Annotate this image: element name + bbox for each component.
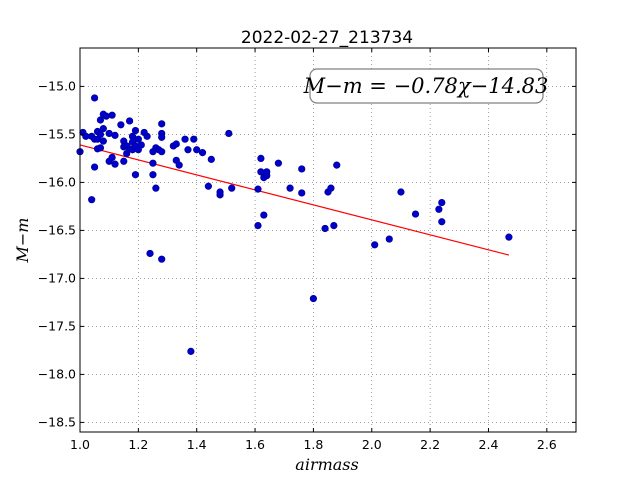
y-tick-label: −16.5 xyxy=(38,222,76,237)
x-tick-label: 1.0 xyxy=(70,437,90,452)
data-point xyxy=(172,140,180,148)
data-point xyxy=(330,222,338,230)
x-axis-label: airmass xyxy=(295,455,358,474)
fit-equation: M−m = −0.78χ−14.83 xyxy=(303,74,549,98)
data-point xyxy=(99,125,107,133)
fit-line-layer xyxy=(79,144,510,256)
data-point xyxy=(102,112,110,120)
data-point xyxy=(137,141,145,149)
data-point xyxy=(184,146,192,154)
data-point xyxy=(117,121,125,129)
data-point xyxy=(96,116,105,124)
data-point xyxy=(385,235,393,243)
data-point xyxy=(298,189,306,197)
data-point xyxy=(397,188,405,196)
data-point xyxy=(327,184,335,192)
plot-frame xyxy=(79,47,577,433)
data-point xyxy=(228,184,236,192)
y-tick-label: −15.5 xyxy=(38,126,76,141)
data-point xyxy=(321,224,329,233)
data-point xyxy=(134,135,142,143)
x-tick-label: 2.4 xyxy=(479,437,499,452)
data-point xyxy=(274,159,283,167)
y-tick-label: −16.0 xyxy=(38,174,76,189)
annotation-box xyxy=(309,68,544,104)
data-point xyxy=(175,161,183,169)
data-point xyxy=(254,222,262,230)
y-axis-label: M−m xyxy=(13,218,32,264)
x-tick-label: 1.4 xyxy=(187,437,207,452)
data-point xyxy=(198,149,207,157)
data-point xyxy=(298,165,306,173)
data-point xyxy=(257,154,265,162)
data-point xyxy=(88,196,96,204)
data-point xyxy=(158,133,166,141)
data-point xyxy=(260,211,268,219)
data-point xyxy=(207,155,215,163)
data-point xyxy=(371,241,379,249)
fit-line xyxy=(79,144,510,256)
data-point xyxy=(309,294,318,303)
data-point xyxy=(131,126,140,135)
data-point xyxy=(96,144,105,152)
data-point xyxy=(152,184,160,192)
data-point xyxy=(225,129,233,138)
x-tick-label: 2.2 xyxy=(420,437,440,452)
data-point xyxy=(263,168,271,176)
data-point xyxy=(286,184,294,192)
y-tick-label: −17.0 xyxy=(38,270,76,285)
data-point xyxy=(187,347,195,355)
data-point xyxy=(254,185,262,193)
chart-title: 2022-02-27_213734 xyxy=(241,28,413,48)
axis-ticks: 1.0 1.2 1.4 1.6 1.8 2.0 2.2 2.4 2.6 −15.0 −15.5 −16… xyxy=(38,48,576,452)
data-point xyxy=(158,120,166,128)
data-point xyxy=(333,161,341,169)
data-point xyxy=(158,255,166,263)
y-tick-label: −18.5 xyxy=(38,414,76,429)
data-point xyxy=(111,160,119,168)
data-point xyxy=(438,218,446,226)
data-point xyxy=(90,163,99,171)
data-point xyxy=(146,249,154,258)
data-point xyxy=(204,182,212,190)
data-point xyxy=(108,153,116,162)
grid xyxy=(79,48,576,432)
data-point xyxy=(190,135,198,143)
data-point xyxy=(505,233,513,241)
data-point xyxy=(193,146,201,154)
data-point xyxy=(96,130,105,138)
data-point xyxy=(108,111,116,119)
data-point xyxy=(435,205,443,213)
x-tick-label: 1.8 xyxy=(303,437,323,452)
data-point xyxy=(99,137,107,145)
data-point xyxy=(149,171,157,179)
fit-equation-box: M−m = −0.78χ−14.83 xyxy=(303,68,549,104)
x-tick-label: 1.6 xyxy=(245,437,265,452)
data-point xyxy=(126,117,134,125)
x-tick-label: 2.6 xyxy=(537,437,557,452)
data-point xyxy=(438,198,446,207)
data-point xyxy=(181,135,189,143)
x-tick-label: 2.0 xyxy=(362,437,382,452)
data-point xyxy=(131,171,140,179)
data-point xyxy=(120,157,128,165)
x-tick-label: 1.2 xyxy=(128,437,148,452)
data-point xyxy=(158,148,166,156)
data-point xyxy=(111,131,119,139)
data-point xyxy=(216,188,224,196)
data-point xyxy=(411,210,420,218)
data-point xyxy=(143,132,151,140)
data-point xyxy=(90,94,99,102)
data-points xyxy=(76,94,513,355)
data-point xyxy=(149,159,157,167)
y-tick-label: −18.0 xyxy=(38,366,76,381)
y-tick-label: −15.0 xyxy=(38,78,76,93)
y-tick-label: −17.5 xyxy=(38,318,76,333)
